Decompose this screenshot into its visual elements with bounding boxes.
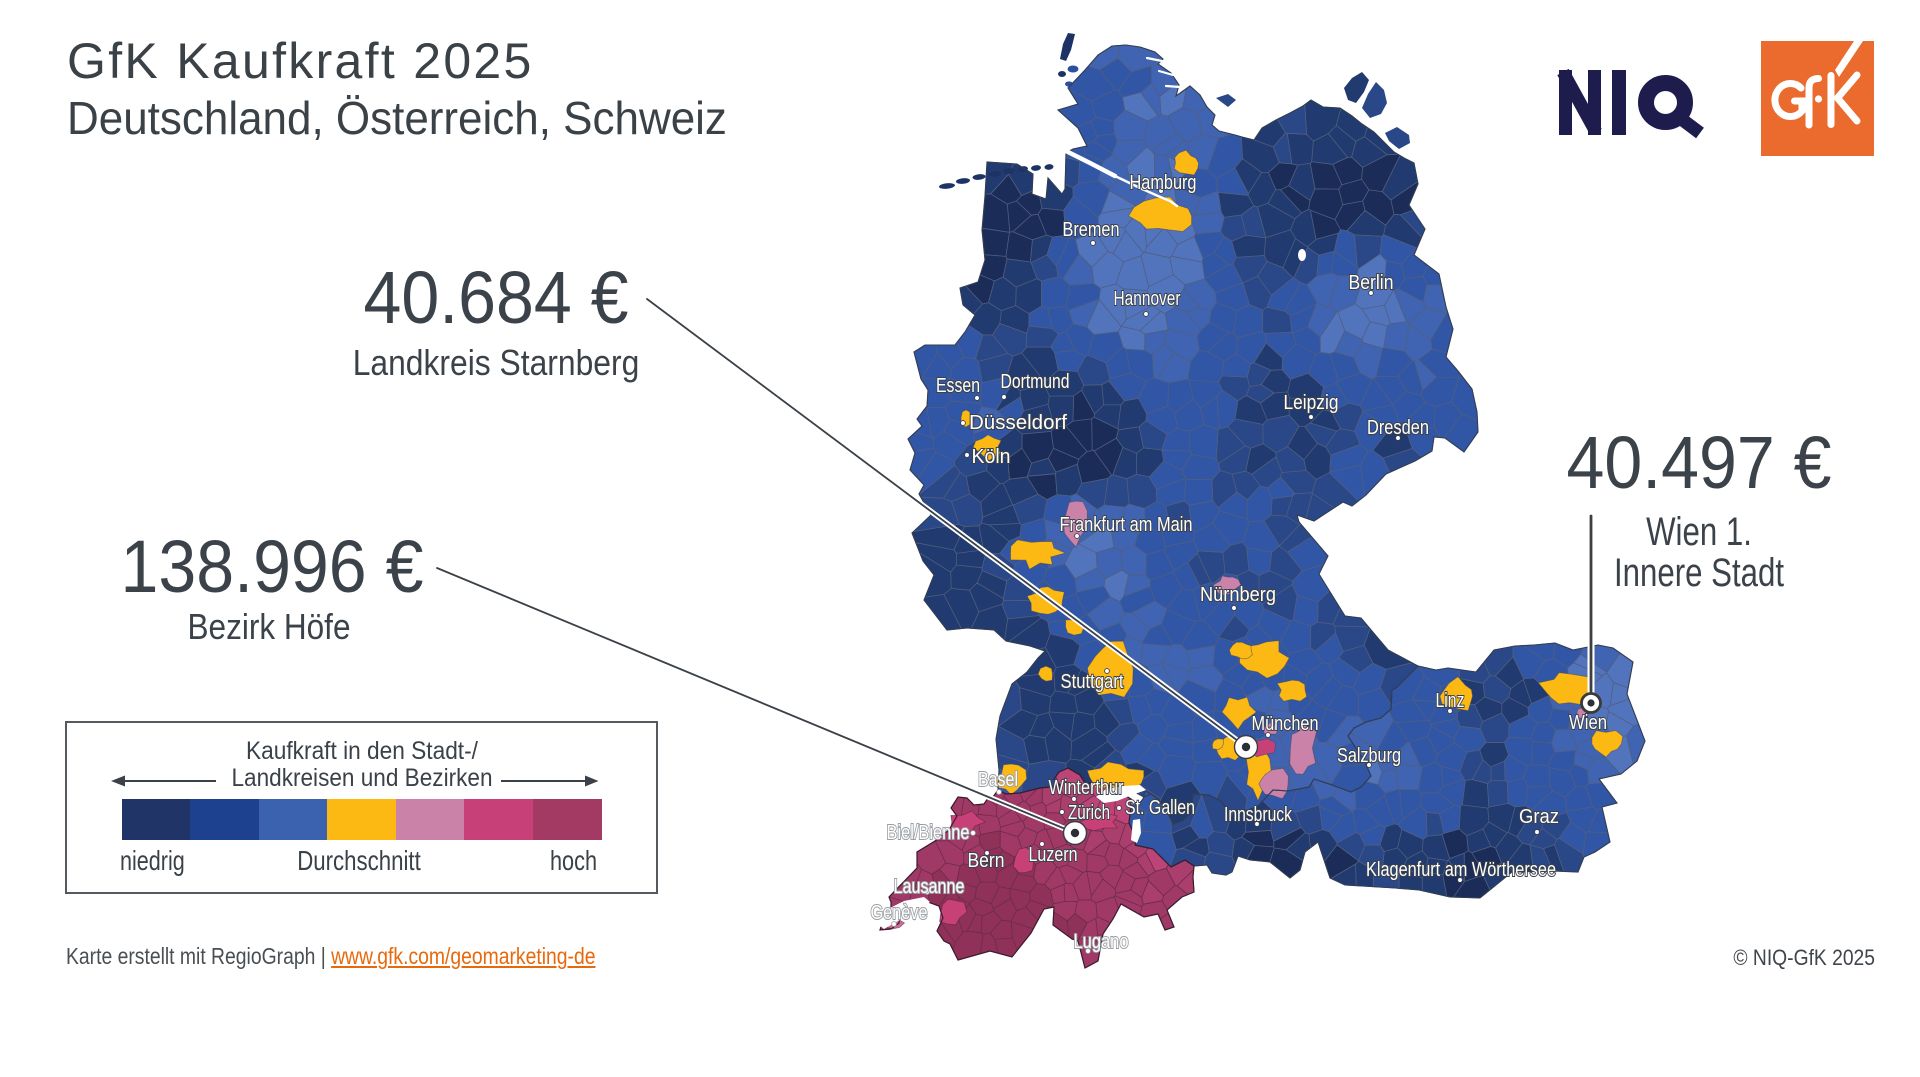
svg-text:Linz: Linz (1436, 690, 1465, 712)
svg-text:Köln: Köln (972, 446, 1011, 468)
svg-text:Winterthur: Winterthur (1049, 777, 1124, 799)
svg-text:Wien: Wien (1569, 712, 1607, 734)
svg-text:Düsseldorf: Düsseldorf (969, 412, 1067, 434)
svg-text:Biel/Bienne: Biel/Bienne (887, 822, 970, 844)
svg-text:Innsbruck: Innsbruck (1224, 804, 1293, 826)
svg-text:Hannover: Hannover (1114, 288, 1181, 310)
svg-text:Bremen: Bremen (1063, 219, 1120, 241)
svg-text:Genève: Genève (871, 902, 928, 924)
svg-text:Luzern: Luzern (1029, 844, 1078, 866)
svg-text:Essen: Essen (936, 375, 980, 397)
svg-text:Berlin: Berlin (1349, 272, 1394, 294)
svg-text:Zürich: Zürich (1068, 802, 1110, 824)
svg-text:Lugano: Lugano (1074, 931, 1129, 953)
svg-text:München: München (1252, 713, 1319, 735)
svg-text:Salzburg: Salzburg (1337, 745, 1401, 767)
svg-text:St. Gallen: St. Gallen (1125, 797, 1195, 819)
svg-text:Basel: Basel (978, 769, 1018, 791)
svg-text:Lausanne: Lausanne (894, 876, 965, 898)
svg-text:Leipzig: Leipzig (1284, 392, 1339, 414)
svg-text:Graz: Graz (1519, 806, 1559, 828)
svg-text:Dresden: Dresden (1367, 417, 1429, 439)
svg-text:Stuttgart: Stuttgart (1061, 671, 1124, 693)
svg-text:Bern: Bern (968, 850, 1005, 872)
svg-text:Hamburg: Hamburg (1130, 172, 1197, 194)
svg-text:Dortmund: Dortmund (1001, 371, 1070, 393)
svg-text:Frankfurt am Main: Frankfurt am Main (1060, 514, 1193, 536)
svg-text:Klagenfurt am Wörthersee: Klagenfurt am Wörthersee (1366, 859, 1556, 881)
svg-text:Nürnberg: Nürnberg (1200, 584, 1276, 606)
